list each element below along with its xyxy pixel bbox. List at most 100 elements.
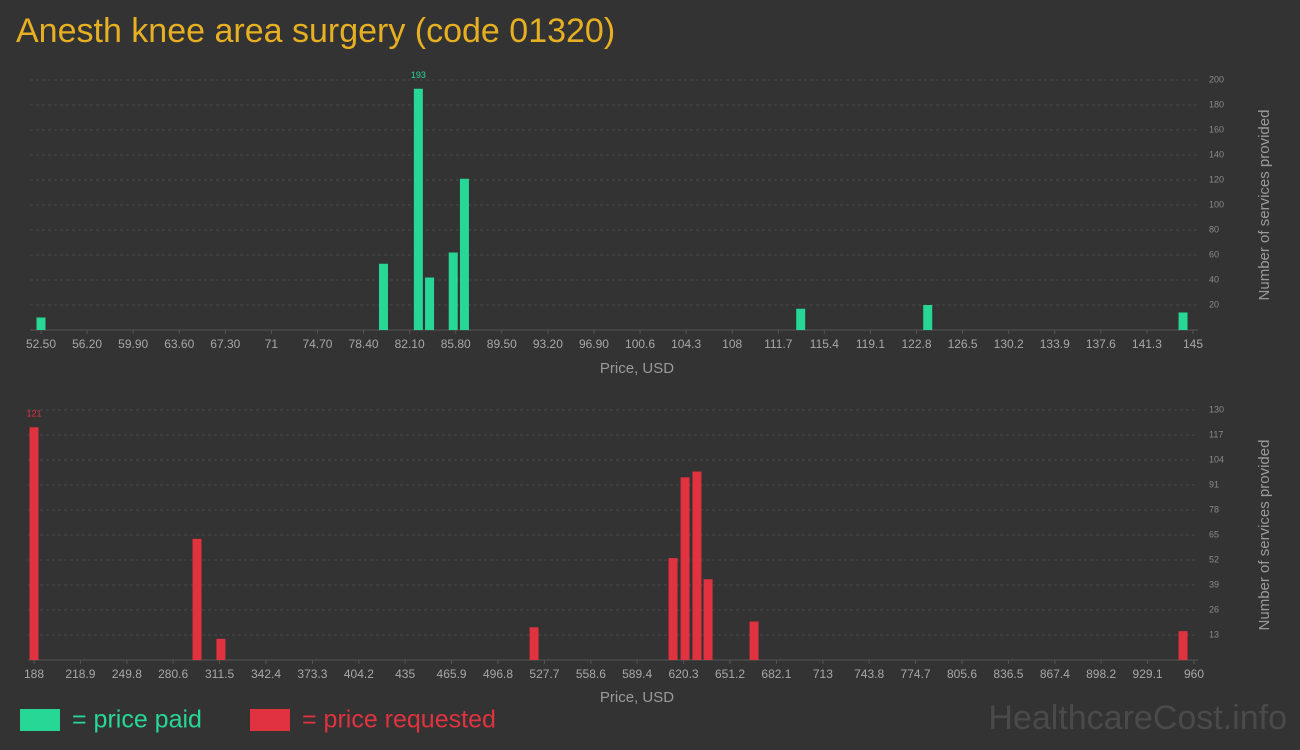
y-tick-label: 65 xyxy=(1209,529,1219,539)
bar xyxy=(413,88,423,330)
x-tick-label: 311.5 xyxy=(205,667,234,681)
x-tick-label: 713 xyxy=(813,667,833,681)
bar xyxy=(448,252,458,330)
y-axis-label: Number of services provided xyxy=(1256,110,1273,301)
y-tick-label: 160 xyxy=(1209,124,1224,134)
x-tick-label: 929.1 xyxy=(1133,667,1163,681)
x-tick-label: 496.8 xyxy=(483,667,513,681)
x-tick-label: 85.80 xyxy=(441,337,471,351)
x-tick-label: 682.1 xyxy=(761,667,791,681)
x-tick-label: 93.20 xyxy=(533,337,563,351)
bar xyxy=(703,579,713,660)
legend-swatch xyxy=(250,709,290,731)
bar xyxy=(749,621,759,660)
legend-swatch xyxy=(20,709,60,731)
x-tick-label: 188 xyxy=(24,667,44,681)
x-tick-label: 249.8 xyxy=(112,667,142,681)
x-tick-label: 280.6 xyxy=(158,667,188,681)
x-tick-label: 558.6 xyxy=(576,667,606,681)
legend-label: = price requested xyxy=(302,706,496,734)
y-tick-label: 60 xyxy=(1209,249,1219,259)
y-tick-label: 200 xyxy=(1209,74,1224,84)
x-tick-label: 774.7 xyxy=(901,667,931,681)
x-tick-label: 342.4 xyxy=(251,667,281,681)
x-tick-label: 373.3 xyxy=(297,667,327,681)
y-tick-label: 39 xyxy=(1209,579,1219,589)
y-tick-label: 130 xyxy=(1209,404,1224,414)
x-tick-label: 100.6 xyxy=(625,337,655,351)
x-axis-label: Price, USD xyxy=(600,360,674,377)
x-tick-label: 104.3 xyxy=(671,337,701,351)
y-tick-label: 40 xyxy=(1209,274,1219,284)
legend-label: = price paid xyxy=(72,706,202,734)
x-tick-label: 589.4 xyxy=(622,667,652,681)
x-tick-label: 111.7 xyxy=(764,337,793,351)
data-label: 121 xyxy=(26,409,41,419)
x-tick-label: 435 xyxy=(395,667,415,681)
x-tick-label: 89.50 xyxy=(487,337,517,351)
y-tick-label: 52 xyxy=(1209,554,1219,564)
bar xyxy=(796,308,806,330)
x-tick-label: 805.6 xyxy=(947,667,977,681)
x-tick-label: 960 xyxy=(1184,667,1204,681)
x-tick-label: 59.90 xyxy=(118,337,148,351)
y-tick-label: 120 xyxy=(1209,174,1224,184)
x-tick-label: 137.6 xyxy=(1086,337,1116,351)
y-tick-label: 180 xyxy=(1209,99,1224,109)
x-tick-label: 63.60 xyxy=(164,337,194,351)
x-tick-label: 74.70 xyxy=(302,337,332,351)
y-tick-label: 104 xyxy=(1209,454,1224,464)
bar xyxy=(668,558,678,660)
x-tick-label: 133.9 xyxy=(1040,337,1070,351)
x-tick-label: 130.2 xyxy=(994,337,1024,351)
watermark: HealthcareCost.info xyxy=(988,699,1287,737)
y-tick-label: 78 xyxy=(1209,504,1219,514)
x-tick-label: 71 xyxy=(265,337,279,351)
page-title: Anesth knee area surgery (code 01320) xyxy=(16,12,615,50)
x-tick-label: 743.8 xyxy=(854,667,884,681)
y-tick-label: 80 xyxy=(1209,224,1219,234)
data-label: 193 xyxy=(411,70,426,80)
y-tick-label: 20 xyxy=(1209,299,1219,309)
bar xyxy=(680,477,690,660)
x-tick-label: 145 xyxy=(1183,337,1203,351)
x-tick-label: 836.5 xyxy=(993,667,1023,681)
x-axis-label: Price, USD xyxy=(600,689,674,706)
x-tick-label: 465.9 xyxy=(437,667,467,681)
x-tick-label: 52.50 xyxy=(26,337,56,351)
x-tick-label: 67.30 xyxy=(210,337,240,351)
x-tick-label: 126.5 xyxy=(948,337,978,351)
bar xyxy=(1178,631,1188,660)
y-tick-label: 91 xyxy=(1209,479,1219,489)
y-tick-label: 26 xyxy=(1209,604,1219,614)
x-tick-label: 898.2 xyxy=(1086,667,1116,681)
x-tick-label: 122.8 xyxy=(902,337,932,351)
x-tick-label: 867.4 xyxy=(1040,667,1070,681)
bar xyxy=(36,317,46,330)
x-tick-label: 115.4 xyxy=(810,337,839,351)
bar xyxy=(216,638,226,660)
bar xyxy=(692,471,702,660)
x-tick-label: 119.1 xyxy=(856,337,885,351)
bar xyxy=(425,277,435,330)
x-tick-label: 78.40 xyxy=(349,337,379,351)
bar xyxy=(378,263,388,330)
bar xyxy=(459,178,469,330)
bar xyxy=(923,305,933,330)
x-tick-label: 56.20 xyxy=(72,337,102,351)
y-tick-label: 117 xyxy=(1209,429,1223,439)
x-tick-label: 108 xyxy=(722,337,742,351)
x-tick-label: 82.10 xyxy=(395,337,425,351)
x-tick-label: 218.9 xyxy=(65,667,95,681)
x-tick-label: 620.3 xyxy=(669,667,699,681)
y-axis-label: Number of services provided xyxy=(1256,440,1273,631)
x-tick-label: 141.3 xyxy=(1132,337,1162,351)
y-tick-label: 140 xyxy=(1209,149,1224,159)
bar xyxy=(1178,312,1188,330)
bar xyxy=(29,427,39,660)
y-tick-label: 13 xyxy=(1209,629,1219,639)
x-tick-label: 651.2 xyxy=(715,667,745,681)
bar xyxy=(192,538,202,660)
bar xyxy=(529,627,539,660)
